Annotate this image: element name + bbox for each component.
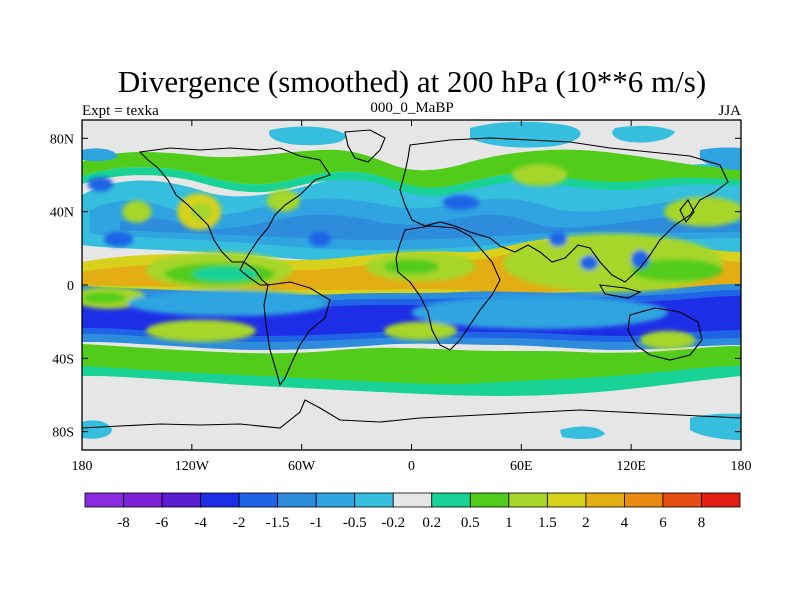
season-label: JJA <box>718 103 741 119</box>
divergence-feature <box>664 197 741 227</box>
divergence-feature <box>579 255 599 271</box>
divergence-feature <box>103 231 134 247</box>
colorbar-label: -6 <box>156 515 169 531</box>
x-tick-label: 0 <box>408 459 415 474</box>
colorbar-swatch <box>392 492 433 508</box>
divergence-feature <box>87 176 114 192</box>
colorbar-label: -1 <box>310 515 323 531</box>
x-tick-label: 120E <box>616 459 646 474</box>
colorbar-label: 6 <box>659 515 667 531</box>
divergence-features <box>82 164 741 350</box>
colorbar-label: -4 <box>194 515 207 531</box>
colorbar-swatch <box>161 492 201 508</box>
divergence-feature <box>191 266 258 282</box>
y-tick-label: 80S <box>52 426 74 441</box>
field-sh-positive-band <box>82 344 741 386</box>
colorbar-label: 1.5 <box>538 515 557 531</box>
x-tick-label: 180 <box>72 459 93 474</box>
field-arctic-patch-4 <box>700 147 741 170</box>
divergence-feature <box>411 296 668 329</box>
colorbar-label: 8 <box>698 515 706 531</box>
field-arctic-patch-5 <box>82 148 118 162</box>
colorbar-swatch <box>431 492 471 508</box>
y-tick-label: 80N <box>50 132 74 147</box>
colorbar-swatch <box>701 492 741 508</box>
colorbar-swatch <box>662 492 702 508</box>
divergence-feature <box>146 319 256 342</box>
coastline-australia <box>627 307 703 361</box>
chart-title: Divergence (smoothed) at 200 hPa (10**6 … <box>118 64 706 99</box>
colorbar-label: -0.5 <box>343 515 367 531</box>
colorbar: -8 -6 -4 -2 -1.5 -1 -0.5 -0.2 0.2 0.5 1 1.5 2 4 6 8 <box>84 492 741 531</box>
coastline-north-america <box>138 147 331 263</box>
y-tick-label: 40S <box>52 352 74 367</box>
field-nh-positive-teal <box>82 167 741 196</box>
coastline-greenland <box>344 129 386 163</box>
colorbar-swatch <box>84 492 124 508</box>
x-tick-label: 60W <box>288 459 316 474</box>
coastline-eurasia <box>399 137 729 283</box>
colorbar-swatch <box>123 492 163 508</box>
colorbar-label: 0.5 <box>461 515 480 531</box>
divergence-feature <box>122 200 152 223</box>
divergence-feature <box>548 231 568 247</box>
divergence-feature <box>127 290 330 317</box>
coastline-central-america <box>239 261 270 286</box>
colorbar-label: 2 <box>582 515 590 531</box>
coastline-africa <box>395 225 501 351</box>
field-nh-positive-ring <box>82 149 741 188</box>
divergence-feature <box>631 259 723 282</box>
colorbar-swatch <box>277 492 317 508</box>
x-tick-label: 180 <box>731 459 752 474</box>
divergence-feature <box>384 259 439 274</box>
field-nh-band-mid <box>90 198 741 250</box>
y-tick-label: 0 <box>67 279 74 294</box>
field-antarctic-patch-2 <box>690 413 741 440</box>
colorbar-swatch <box>585 492 625 508</box>
colorbar-swatch <box>200 492 240 508</box>
divergence-feature <box>512 164 568 186</box>
divergence-feature <box>384 321 458 341</box>
divergence-feature <box>266 189 300 212</box>
colorbar-swatch <box>469 492 510 508</box>
colorbar-label: 4 <box>621 515 629 531</box>
colorbar-swatch <box>624 492 664 508</box>
coastline-antarctica <box>82 399 741 429</box>
divergence-feature <box>631 250 650 269</box>
field-arctic-patch-2 <box>269 126 346 146</box>
plot-area <box>82 120 741 450</box>
colorbar-swatch <box>238 492 279 508</box>
colorbar-swatch <box>508 492 548 508</box>
field-nh-band-strong <box>120 214 741 240</box>
coastline-indonesia <box>598 284 642 299</box>
colorbar-label: 1 <box>505 515 513 531</box>
colorbar-label: -2 <box>233 515 246 531</box>
y-tick-label: 40N <box>50 206 74 221</box>
x-tick-label: 120W <box>175 459 210 474</box>
divergence-feature <box>308 231 331 247</box>
colorbar-swatch <box>546 492 587 508</box>
divergence-feature <box>82 292 126 304</box>
colorbar-label: -1.5 <box>266 515 290 531</box>
divergence-feature <box>640 330 696 350</box>
continent-outlines <box>82 129 741 429</box>
axes: 180 120W 60W 0 60E 120E 180 80N 40N 0 40S 80S <box>50 120 752 474</box>
colorbar-swatch <box>354 492 394 508</box>
divergence-feature <box>190 202 212 221</box>
colorbar-label: 0.2 <box>422 515 441 531</box>
coastline-japan <box>679 198 695 224</box>
colorbar-swatch <box>315 492 356 508</box>
x-tick-label: 60E <box>510 459 533 474</box>
period-label: 000_0_MaBP <box>370 100 453 116</box>
divergence-feature <box>442 195 480 210</box>
field-arctic-patch-3 <box>612 125 675 143</box>
field-antarctic-patch-3 <box>560 426 605 439</box>
field-antarctic-patch-1 <box>82 420 112 439</box>
coastline-south-america <box>263 281 331 387</box>
experiment-label: Expt = texka <box>82 103 159 119</box>
colorbar-label: -0.2 <box>381 515 405 531</box>
colorbar-label: -8 <box>117 515 130 531</box>
field-sh-teal-band <box>82 366 741 396</box>
